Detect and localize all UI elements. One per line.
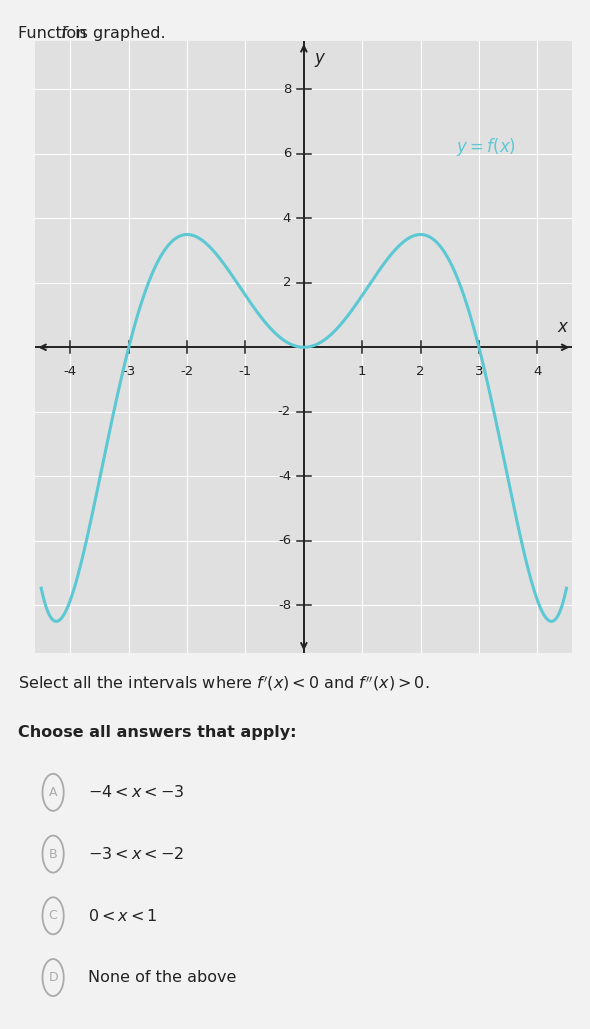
Text: 4: 4	[533, 365, 542, 378]
Text: 2: 2	[283, 277, 291, 289]
Text: -2: -2	[181, 365, 194, 378]
Text: -4: -4	[64, 365, 77, 378]
Text: f: f	[61, 26, 67, 41]
Text: None of the above: None of the above	[88, 970, 237, 985]
Text: $-3 < x < -2$: $-3 < x < -2$	[88, 846, 185, 862]
Text: A: A	[49, 786, 57, 799]
Text: 8: 8	[283, 83, 291, 96]
Text: $x$: $x$	[557, 318, 569, 336]
Text: 4: 4	[283, 212, 291, 225]
Text: 6: 6	[283, 147, 291, 161]
Text: 3: 3	[475, 365, 483, 378]
Text: Select all the intervals where $f'(x) < 0$ and $f''(x) > 0$.: Select all the intervals where $f'(x) < …	[18, 674, 429, 694]
Text: C: C	[49, 910, 57, 922]
Text: 1: 1	[358, 365, 366, 378]
Text: -3: -3	[122, 365, 135, 378]
Text: B: B	[49, 848, 57, 860]
Text: -6: -6	[278, 534, 291, 547]
Text: Function: Function	[18, 26, 91, 41]
Text: $0 < x < 1$: $0 < x < 1$	[88, 908, 158, 924]
Text: 2: 2	[417, 365, 425, 378]
Text: Choose all answers that apply:: Choose all answers that apply:	[18, 725, 296, 741]
Text: -4: -4	[278, 469, 291, 483]
Text: $y$: $y$	[314, 50, 327, 69]
Text: D: D	[48, 971, 58, 984]
Text: -8: -8	[278, 599, 291, 611]
Text: $-4 < x < -3$: $-4 < x < -3$	[88, 784, 185, 801]
Text: $y = f(x)$: $y = f(x)$	[455, 137, 516, 158]
Text: -1: -1	[239, 365, 252, 378]
Text: -2: -2	[278, 405, 291, 418]
Text: is graphed.: is graphed.	[70, 26, 165, 41]
